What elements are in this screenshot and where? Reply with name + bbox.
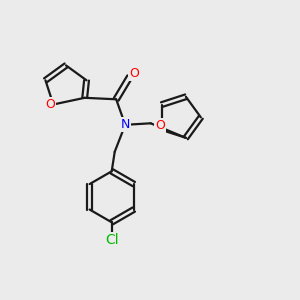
- Text: N: N: [121, 118, 130, 131]
- Text: O: O: [45, 98, 55, 111]
- Text: O: O: [129, 67, 139, 80]
- Text: O: O: [155, 119, 165, 132]
- Text: Cl: Cl: [105, 233, 119, 247]
